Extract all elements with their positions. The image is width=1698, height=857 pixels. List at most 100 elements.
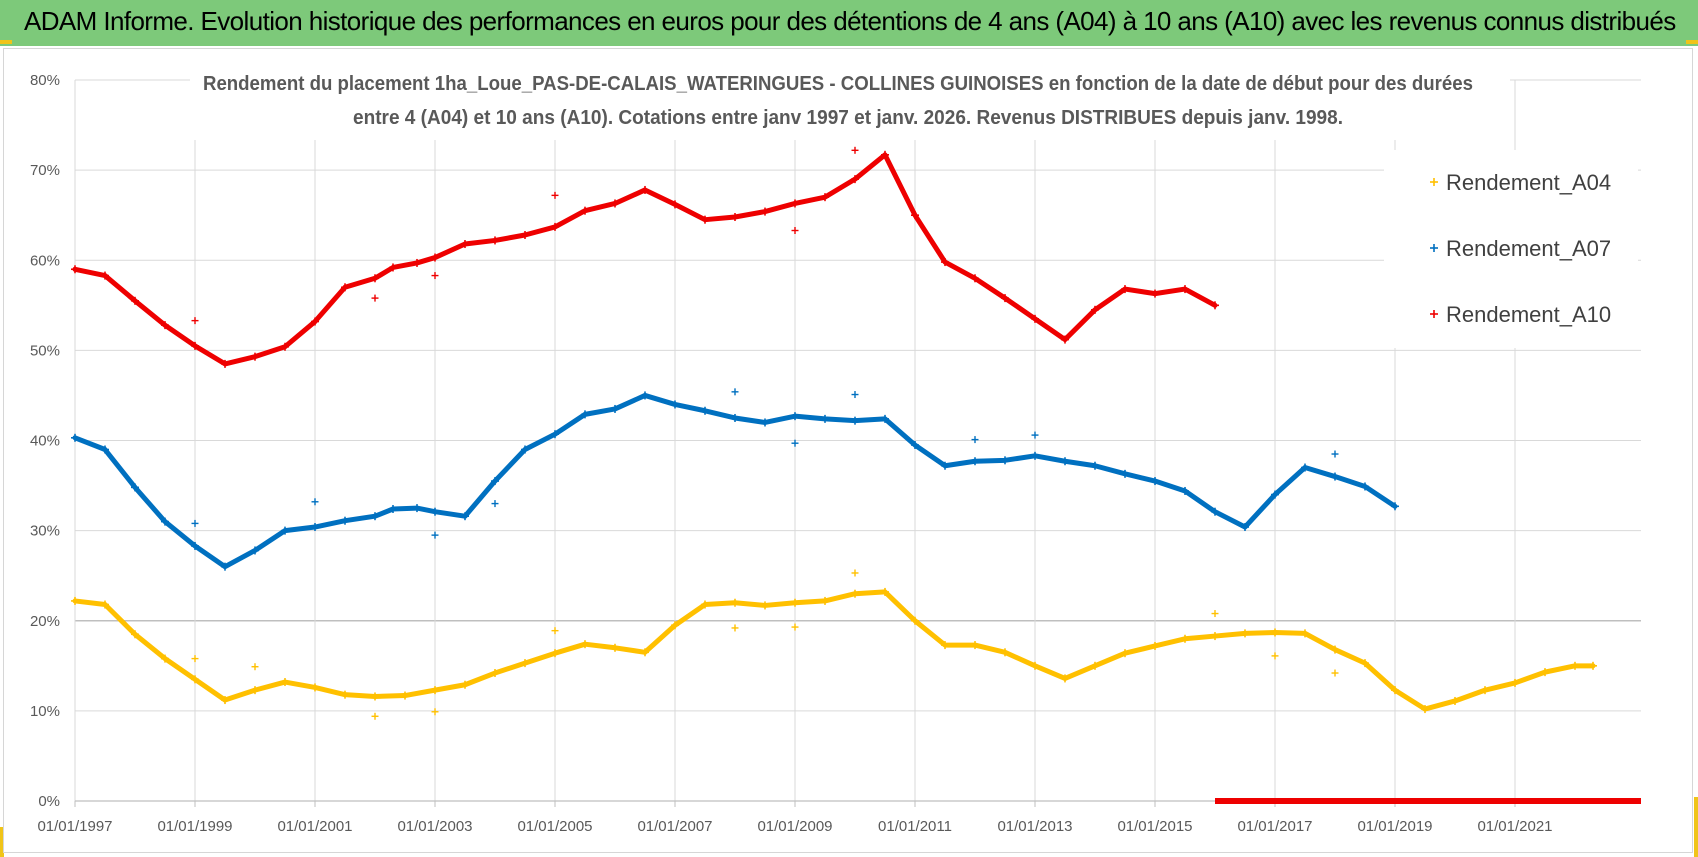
data-point-rendement-a10 — [671, 200, 679, 209]
legend-label-rendement-a04: Rendement_A04 — [1446, 170, 1611, 195]
outlier-point-rendement-a04 — [1271, 652, 1279, 660]
data-point-rendement-a04 — [761, 601, 769, 610]
data-point-rendement-a04 — [101, 600, 109, 609]
data-point-rendement-a10 — [521, 231, 529, 240]
data-point-rendement-a10 — [1121, 285, 1129, 294]
series-line-rendement-a04 — [72, 589, 1596, 712]
data-point-rendement-a04 — [1121, 649, 1129, 658]
data-point-rendement-a07 — [431, 507, 439, 516]
y-tick-label: 20% — [30, 613, 60, 630]
data-point-rendement-a10 — [431, 253, 439, 262]
outlier-point-rendement-a07 — [431, 531, 439, 539]
data-point-rendement-a10 — [161, 321, 169, 330]
data-point-rendement-a04 — [1271, 628, 1279, 637]
data-point-rendement-a10 — [611, 199, 619, 208]
data-point-rendement-a10 — [551, 222, 559, 231]
outlier-point-rendement-a04 — [251, 663, 259, 671]
data-point-rendement-a10 — [221, 359, 229, 368]
outlier-point-rendement-a04 — [731, 624, 739, 632]
data-point-rendement-a07 — [851, 416, 859, 425]
data-point-rendement-a04 — [1241, 629, 1249, 638]
data-point-rendement-a10 — [101, 271, 109, 280]
data-point-rendement-a07 — [281, 526, 289, 535]
data-point-rendement-a04 — [521, 659, 529, 668]
data-point-rendement-a07 — [1391, 502, 1399, 511]
data-point-rendement-a04 — [881, 587, 889, 596]
legend-label-rendement-a07: Rendement_A07 — [1446, 236, 1611, 261]
data-point-rendement-a10 — [131, 296, 139, 305]
data-point-rendement-a10 — [461, 240, 469, 249]
data-point-rendement-a04 — [431, 686, 439, 695]
data-point-rendement-a07 — [1151, 477, 1159, 486]
x-tick-label: 01/01/2005 — [517, 818, 592, 835]
data-point-rendement-a04 — [1061, 674, 1069, 683]
data-point-rendement-a04 — [251, 686, 259, 695]
x-tick-label: 01/01/1999 — [157, 818, 232, 835]
data-point-rendement-a04 — [1481, 686, 1489, 695]
data-point-rendement-a07 — [881, 414, 889, 423]
outlier-point-rendement-a04 — [851, 569, 859, 577]
y-tick-label: 30% — [30, 523, 60, 540]
data-point-rendement-a10 — [911, 211, 919, 220]
data-point-rendement-a07 — [191, 541, 199, 550]
data-point-rendement-a04 — [971, 641, 979, 650]
x-tick-label: 01/01/2009 — [757, 818, 832, 835]
series-rendement-a07 — [71, 388, 1399, 571]
data-point-rendement-a07 — [161, 517, 169, 526]
data-point-rendement-a04 — [131, 630, 139, 639]
data-point-rendement-a07 — [1331, 472, 1339, 481]
data-point-rendement-a04 — [911, 616, 919, 625]
data-point-rendement-a04 — [461, 680, 469, 689]
series-line-rendement-a07 — [72, 392, 1398, 570]
outlier-point-rendement-a04 — [791, 623, 799, 631]
outlier-point-rendement-a07 — [851, 391, 859, 399]
outlier-point-rendement-a07 — [491, 500, 499, 508]
data-point-rendement-a07 — [251, 546, 259, 555]
outlier-point-rendement-a10 — [371, 294, 379, 302]
data-point-rendement-a10 — [281, 342, 289, 351]
data-point-rendement-a07 — [1001, 456, 1009, 465]
chart-title-line-2: entre 4 (A04) et 10 ans (A10). Cotations… — [353, 107, 1343, 129]
legend-label-rendement-a10: Rendement_A10 — [1446, 302, 1611, 327]
y-tick-label: 40% — [30, 433, 60, 450]
y-tick-label: 10% — [30, 703, 60, 720]
outlier-point-rendement-a07 — [191, 519, 199, 527]
y-tick-label: 80% — [30, 72, 60, 89]
x-tick-label: 01/01/2019 — [1357, 818, 1432, 835]
data-point-rendement-a04 — [161, 654, 169, 663]
data-point-rendement-a04 — [1589, 661, 1597, 670]
x-tick-label: 01/01/2021 — [1477, 818, 1552, 835]
legend-marker-rendement-a04 — [1430, 178, 1438, 186]
data-point-rendement-a07 — [101, 445, 109, 454]
data-point-rendement-a07 — [341, 516, 349, 525]
data-point-rendement-a07 — [1181, 486, 1189, 495]
data-point-rendement-a10 — [971, 274, 979, 283]
data-point-rendement-a04 — [551, 649, 559, 658]
corner-marker-top-right — [1686, 40, 1698, 56]
data-point-rendement-a04 — [1181, 634, 1189, 643]
data-point-rendement-a04 — [491, 669, 499, 678]
data-point-rendement-a10 — [1001, 294, 1009, 303]
data-point-rendement-a07 — [311, 523, 319, 532]
data-point-rendement-a04 — [1571, 661, 1579, 670]
data-point-rendement-a10 — [389, 263, 397, 272]
data-point-rendement-a04 — [71, 596, 79, 605]
data-point-rendement-a07 — [389, 504, 397, 513]
data-point-rendement-a10 — [191, 341, 199, 350]
data-point-rendement-a04 — [341, 690, 349, 699]
data-point-rendement-a10 — [1151, 289, 1159, 298]
data-point-rendement-a10 — [881, 150, 889, 159]
x-tick-label: 01/01/2001 — [277, 818, 352, 835]
data-point-rendement-a04 — [731, 598, 739, 607]
data-point-rendement-a10 — [701, 215, 709, 224]
data-point-rendement-a10 — [761, 207, 769, 216]
outlier-point-rendement-a04 — [1211, 610, 1219, 618]
outlier-point-rendement-a10 — [791, 227, 799, 235]
outlier-point-rendement-a04 — [551, 627, 559, 635]
data-point-rendement-a07 — [1301, 463, 1309, 472]
data-point-rendement-a04 — [581, 640, 589, 649]
data-point-rendement-a07 — [761, 418, 769, 427]
data-point-rendement-a04 — [1451, 696, 1459, 705]
data-point-rendement-a10 — [1031, 314, 1039, 323]
outlier-point-rendement-a10 — [191, 317, 199, 325]
